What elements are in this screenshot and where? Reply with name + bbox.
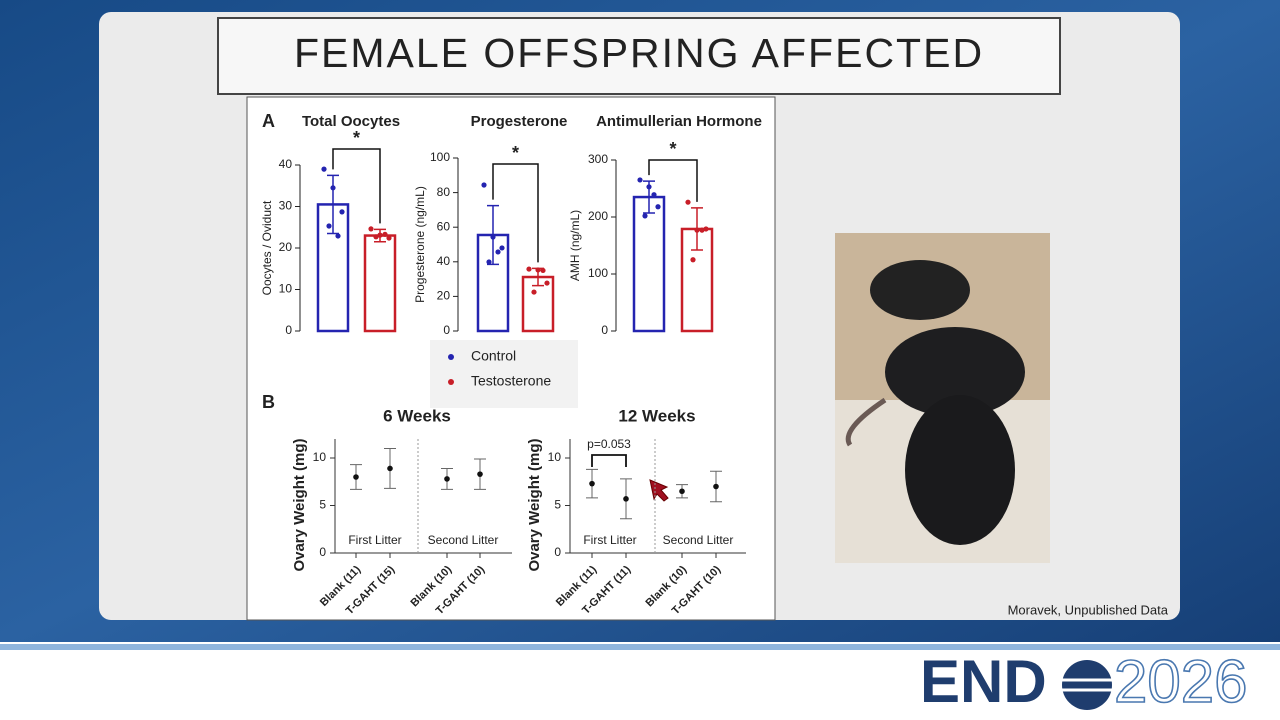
data-point [651, 192, 657, 198]
chart-title: 6 Weeks [383, 406, 451, 425]
data-point [477, 471, 483, 477]
logo-brand: END [920, 648, 1047, 715]
data-point [368, 226, 374, 232]
data-point [699, 227, 705, 233]
y-tick-label: 0 [319, 545, 326, 559]
data-point [387, 465, 393, 472]
data-point [490, 234, 496, 240]
panel-label: B [262, 392, 275, 412]
significance-bracket [492, 163, 539, 263]
y-tick-label: 10 [548, 450, 562, 464]
chart-title: Antimullerian Hormone [596, 113, 762, 130]
y-tick-label: 20 [437, 289, 451, 303]
data-point [655, 204, 661, 210]
y-tick-label: 10 [279, 282, 293, 296]
legend-marker [448, 379, 454, 385]
data-point [339, 209, 345, 215]
slide-title: FEMALE OFFSPRING AFFECTED [294, 30, 984, 76]
data-point [642, 213, 648, 219]
data-point [499, 245, 505, 251]
y-axis-label: AMH (ng/mL) [568, 210, 582, 281]
y-tick-label: 30 [279, 199, 293, 213]
data-point [623, 496, 629, 502]
error-bar [327, 174, 339, 235]
chart-title: Total Oocytes [302, 113, 400, 130]
group-label: First Litter [583, 533, 636, 547]
data-point [535, 267, 541, 273]
data-point [330, 185, 336, 191]
logo-year: 2026 [1114, 648, 1247, 715]
data-point [540, 267, 546, 274]
y-tick-label: 40 [437, 254, 451, 268]
footer-stripe [0, 644, 1280, 650]
group-label: Second Litter [428, 533, 499, 547]
credit: Moravek, Unpublished Data [1008, 602, 1169, 617]
data-point [526, 266, 532, 272]
data-point [637, 177, 643, 183]
y-tick-label: 300 [588, 152, 608, 166]
chart-title: Progesterone [471, 113, 568, 130]
data-point [646, 184, 652, 190]
y-tick-label: 0 [601, 323, 608, 337]
group-label: First Litter [348, 533, 401, 547]
y-tick-label: 20 [279, 240, 293, 254]
y-tick-label: 100 [430, 150, 450, 164]
legend-marker [448, 354, 454, 360]
legend-box [430, 340, 578, 408]
significance-label: * [353, 128, 360, 148]
y-tick-label: 5 [319, 498, 326, 512]
data-point [382, 231, 388, 237]
title-box [217, 17, 1061, 95]
y-tick-label: 5 [554, 498, 561, 512]
y-tick-label: 0 [443, 323, 450, 337]
y-tick-label: 10 [313, 450, 327, 464]
y-tick-label: 80 [437, 185, 451, 199]
y-tick-label: 40 [279, 157, 293, 171]
y-tick-label: 60 [437, 219, 451, 233]
significance-label: p=0.053 [587, 437, 631, 451]
data-point [589, 480, 595, 487]
data-point [531, 289, 537, 295]
data-point [495, 249, 501, 255]
legend-label: Control [471, 348, 516, 364]
data-point [713, 483, 719, 490]
data-point [353, 474, 359, 480]
y-tick-label: 0 [554, 545, 561, 559]
y-tick-label: 100 [588, 266, 608, 280]
data-point [321, 166, 327, 172]
y-axis-label: Ovary Weight (mg) [526, 438, 543, 571]
y-axis-label: Ovary Weight (mg) [291, 438, 308, 571]
photo [835, 233, 1050, 563]
data-point [679, 488, 685, 495]
data-point [373, 234, 379, 240]
data-point [544, 280, 550, 286]
significance-bracket [591, 454, 627, 467]
chart-title: 12 Weeks [618, 406, 695, 425]
significance-label: * [512, 143, 519, 163]
data-point [694, 227, 700, 233]
y-tick-label: 0 [285, 323, 292, 337]
data-point [486, 259, 492, 265]
data-point [326, 223, 332, 229]
significance-bracket [332, 148, 381, 224]
panel-label: A [262, 111, 275, 131]
group-label: Second Litter [663, 533, 734, 547]
y-tick-label: 200 [588, 209, 608, 223]
y-axis-label: Oocytes / Oviduct [260, 200, 274, 295]
data-point [481, 182, 487, 188]
data-point [335, 233, 341, 239]
data-point [377, 232, 383, 238]
data-point [703, 226, 709, 232]
legend-label: Testosterone [471, 373, 551, 389]
y-axis-label: Progesterone (ng/mL) [413, 186, 427, 303]
significance-bracket [648, 159, 698, 202]
data-point [690, 257, 696, 263]
data-point [444, 476, 450, 482]
logo-globe [1062, 660, 1112, 710]
significance-label: * [669, 139, 676, 159]
data-point [685, 199, 691, 205]
data-point [386, 235, 392, 241]
